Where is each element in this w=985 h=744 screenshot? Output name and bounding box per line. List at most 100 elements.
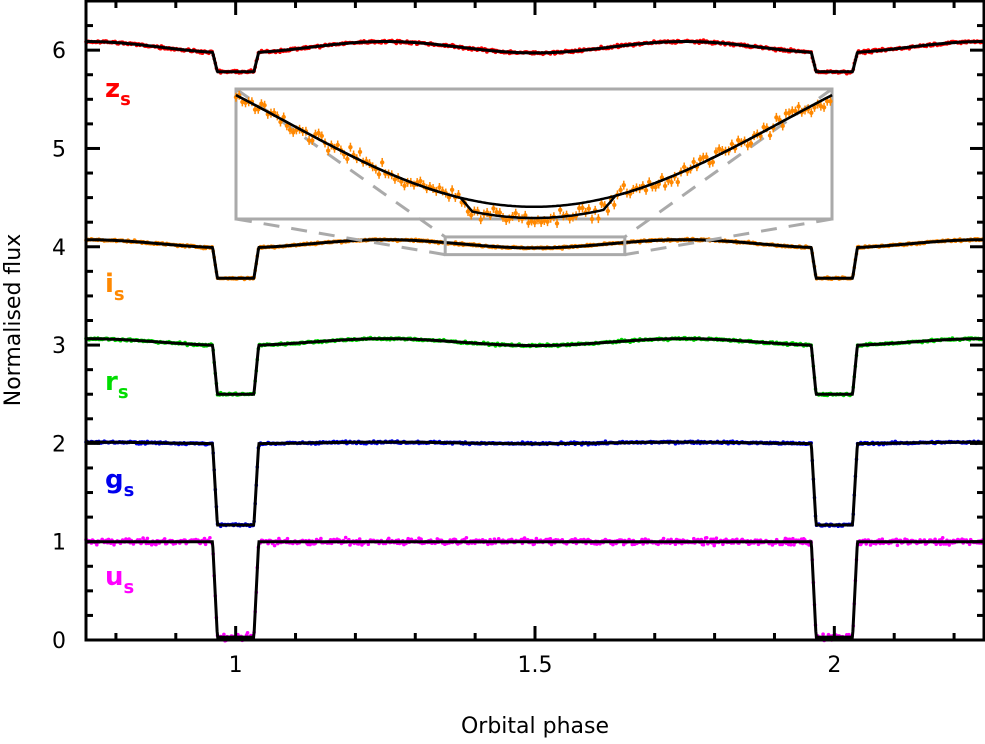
inset-data-point — [376, 172, 382, 177]
data-point — [791, 536, 795, 541]
inset-data-point — [809, 110, 814, 116]
inset-data-point — [767, 133, 773, 138]
inset-data-point — [621, 183, 626, 188]
data-point — [319, 536, 323, 541]
series-is — [84, 236, 985, 282]
data-point — [202, 536, 207, 541]
data-point — [245, 631, 250, 635]
inset-data-point — [513, 211, 518, 216]
inset-data-point — [558, 207, 563, 213]
axes: 1 1.5 2 0 1 2 3 4 5 6 — [52, 0, 985, 678]
data-point — [661, 536, 666, 541]
inset-data-point — [335, 142, 340, 148]
inset-data-point — [643, 188, 649, 193]
data-point — [701, 542, 706, 547]
band-label-subscript: s — [124, 480, 135, 501]
inset-data-point — [491, 206, 496, 211]
data-point — [464, 536, 469, 540]
x-axis-title: Orbital phase — [461, 714, 609, 739]
data-point — [208, 536, 212, 540]
model-curve-zs — [86, 40, 984, 74]
y-axis-title: Normalised flux — [1, 234, 26, 407]
data-point — [868, 543, 873, 547]
inset-data-point — [780, 123, 785, 129]
y-tick-label: 3 — [52, 334, 66, 359]
data-point — [387, 536, 391, 541]
inset-data-point — [821, 105, 827, 110]
band-labels: us gs rs is zs — [105, 74, 134, 598]
data-point — [714, 536, 719, 540]
data-point — [947, 543, 951, 547]
data-point — [789, 542, 793, 547]
inset-data-point — [380, 160, 385, 165]
inset-data-point — [580, 205, 585, 211]
inset-data-point — [437, 185, 442, 190]
data-point — [285, 536, 290, 541]
data-point — [673, 542, 678, 546]
inset-data-point — [554, 221, 560, 226]
data-point — [721, 542, 725, 547]
inset-data-point — [675, 179, 680, 185]
inset-data-point — [729, 141, 735, 147]
inset-model-no-secondary — [235, 94, 833, 209]
x-tick-label: 1 — [229, 653, 243, 678]
inset-data-point — [478, 217, 483, 222]
data-point — [203, 542, 208, 547]
inset-data-point — [310, 138, 315, 143]
inset-data-point — [449, 187, 455, 192]
data-point — [162, 537, 167, 541]
data-point — [611, 542, 615, 547]
inset-data-point — [596, 216, 601, 221]
data-point — [967, 542, 972, 547]
data-point — [938, 542, 943, 547]
inset-data-point — [618, 187, 623, 193]
data-point — [419, 537, 423, 541]
series-gs — [84, 439, 985, 529]
band-label-is: is — [105, 269, 125, 305]
model-curve-is — [86, 238, 984, 280]
data-point — [933, 537, 937, 542]
inset-data-point — [691, 159, 696, 165]
model-curve-gs — [86, 440, 984, 527]
data-point — [940, 536, 945, 540]
inset-data-point — [662, 183, 668, 189]
inset-data-point — [345, 156, 350, 162]
model-curve-rs — [86, 337, 984, 396]
data-point — [711, 537, 715, 542]
y-tick-label: 6 — [52, 39, 66, 64]
connector-dashed-line — [235, 217, 446, 257]
inset-data-point — [418, 178, 423, 184]
inset-data-point — [348, 145, 353, 150]
series-zs — [84, 38, 985, 76]
inset-data-point — [828, 99, 833, 104]
data-point — [704, 536, 709, 540]
inset-frame — [234, 87, 834, 221]
data-point — [343, 535, 348, 540]
inset-model-with-secondary — [235, 94, 833, 220]
band-label-subscript: s — [114, 284, 125, 305]
data-point — [222, 632, 226, 637]
band-label-gs: gs — [105, 465, 134, 501]
data-point — [895, 543, 900, 548]
y-tick-label: 5 — [52, 137, 66, 162]
inset-data-point — [669, 180, 674, 185]
inset-data-point — [586, 206, 591, 211]
inset-data-point — [653, 184, 658, 190]
band-label-subscript: s — [120, 89, 131, 110]
data-point — [145, 536, 150, 541]
zoom-inset — [233, 87, 834, 257]
y-tick-label: 1 — [52, 531, 66, 556]
inset-data-point — [748, 141, 754, 146]
inset-data-point — [545, 219, 550, 224]
inset-data-point — [704, 154, 709, 160]
inset-data-point — [612, 202, 617, 208]
data-point — [712, 543, 716, 548]
data-point — [95, 542, 99, 547]
y-tick-label: 0 — [52, 629, 66, 654]
inset-data-point — [682, 164, 687, 170]
x-tick-label: 1.5 — [518, 653, 553, 678]
inset-data-point — [357, 149, 363, 155]
band-label-us: us — [105, 562, 134, 598]
series-rs — [84, 335, 985, 398]
